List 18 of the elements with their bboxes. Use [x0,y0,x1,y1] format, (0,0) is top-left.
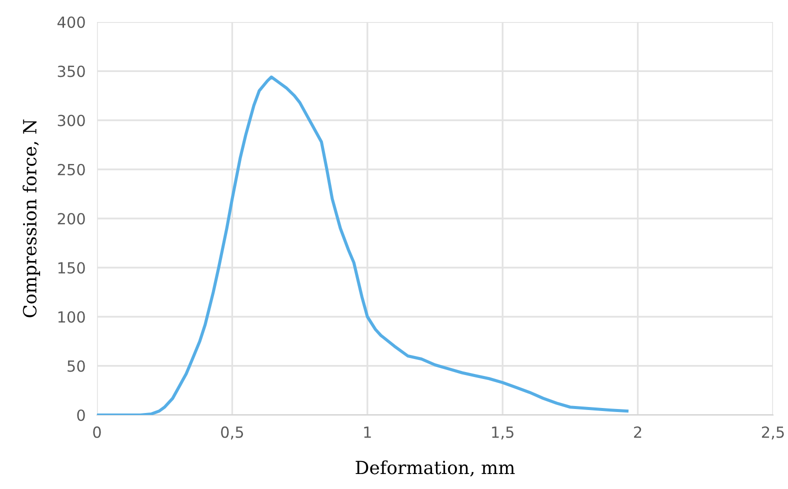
x-tick-label: 1 [364,426,371,438]
x-axis-title: Deformation, mm [356,460,515,477]
x-tick-label: 2,5 [762,426,784,440]
y-tick-label: 300 [58,114,85,126]
y-tick-label: 250 [58,164,85,176]
y-tick-label: 200 [58,212,85,225]
x-tick-label: 0,5 [221,426,244,440]
x-tick-label: 0 [93,426,101,438]
x-tick-label: 2 [634,426,642,438]
line-series [97,75,629,415]
y-tick-label: 100 [58,311,85,323]
y-axis-title: Compression force, N [22,120,40,318]
y-tick-label: 400 [57,16,85,28]
y-tick-label: 0 [77,409,85,422]
x-tick-label: 1,5 [492,426,514,440]
y-tick-label: 150 [58,262,85,274]
y-tick-label: 350 [58,66,85,78]
y-tick-label: 50 [68,360,85,372]
